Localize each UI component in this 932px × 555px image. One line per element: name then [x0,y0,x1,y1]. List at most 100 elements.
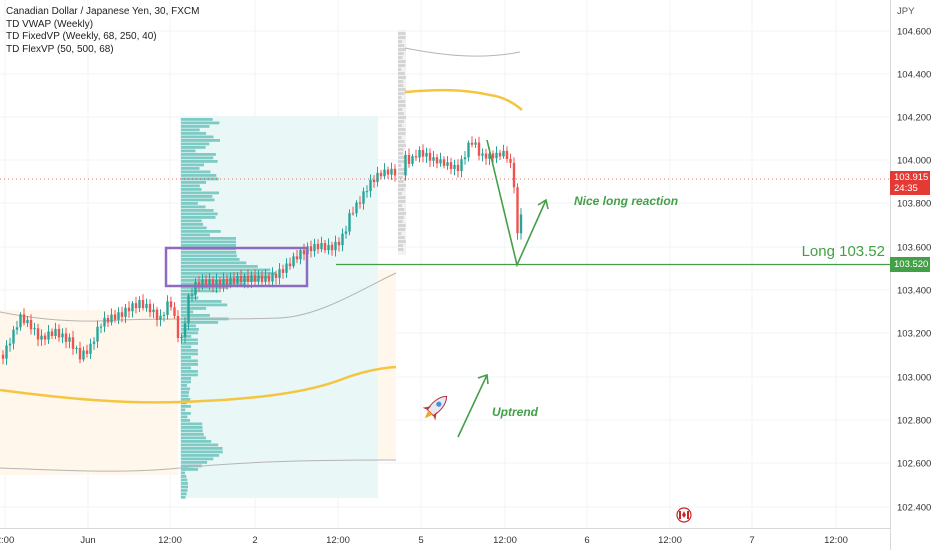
profile-bar-2 [398,52,404,55]
candle-body [68,337,71,342]
profile-bar-2 [398,248,404,251]
candle-body [110,314,113,323]
profile-bar [181,128,200,132]
profile-bar [181,272,276,275]
profile-bar [181,345,192,349]
profile-bar [181,237,236,240]
candle-body [29,319,33,330]
price-axis: 104.600 104.400 104.200 104.000 103.800 103.6… [897,27,931,514]
profile-bar-2 [398,120,405,123]
candle-body [113,314,117,320]
long-level-badge: 103.520 [890,257,930,272]
profile-bar [181,205,206,209]
candle-body [330,244,334,251]
symbol-title: Canadian Dollar / Japanese Yen, 30, FXCM [6,6,200,17]
vwap-lower-band [0,459,397,472]
candle-body [432,157,435,161]
reaction-label: Nice long reaction [574,194,678,208]
profile-bar [181,443,219,447]
profile-bar [181,422,203,426]
candle-body [57,328,61,338]
profile-bar [181,163,204,167]
price-tick-label: 102.800 [897,416,931,427]
profile-bar [181,174,217,177]
candle-body [425,152,428,157]
candle-body [78,348,82,360]
profile-bar [181,216,216,219]
profile-bar [181,153,216,156]
candle-body [351,213,355,215]
value-area-box [164,246,309,288]
profile-bar [181,373,198,377]
profile-bar-2 [398,40,403,43]
candle-body [316,243,320,250]
candle-body [302,250,306,255]
profile-bar [181,121,220,125]
profile-bar [181,170,211,174]
profile-bar [181,219,202,223]
candle-body [253,275,257,282]
profile-bar [181,139,220,142]
candle-body [295,256,299,260]
profile-bar [181,461,208,464]
candle-body [505,150,509,159]
profile-bar [181,468,198,471]
candle-body [8,343,12,346]
candle-body [498,152,502,157]
profile-bar [181,398,191,401]
profile-bar-2 [398,224,406,227]
profile-bar-2 [398,172,406,175]
profile-bar [181,286,229,289]
candle-body [5,345,8,359]
vwap-line [0,365,397,404]
profile-bar-2 [398,164,402,167]
profile-bar [181,261,247,265]
candle-body [421,150,425,157]
candle-body [386,169,390,175]
time-tick-label: 12:00 [158,535,182,546]
profile-bar [181,198,215,202]
candle-body [232,277,236,284]
profile-bar-2 [398,240,406,243]
candle-body [393,168,397,176]
profile-bar [181,314,210,317]
profile-bar-2 [398,84,404,87]
profile-bar-2 [398,192,402,195]
profile-bar [181,188,202,191]
candle-body [456,164,460,172]
candle-body [439,159,442,164]
profile-bar [181,118,213,121]
candle-body [33,328,36,330]
profile-bar [181,408,186,412]
candle-body [407,154,411,164]
vwap-upper-band [0,272,397,322]
profile-bar [181,394,189,398]
profile-bar [181,202,198,205]
profile-bar [181,426,203,429]
profile-bar-2 [398,208,405,211]
candle-body [187,295,190,324]
vwap-line-2 [404,88,523,111]
profile-bar [181,338,198,342]
candle-body [309,246,313,252]
candle-body [348,213,351,232]
profile-bar-2 [398,68,402,71]
indicator-fixedvp: TD FixedVP (Weekly, 68, 250, 40) [6,31,157,42]
candle-body [243,275,246,283]
profile-bar [181,265,258,268]
candle-body [215,279,218,287]
candle-body [358,202,362,204]
candle-body [96,326,99,342]
vwap-bands [0,47,523,472]
profile-bar [181,300,222,303]
profile-bar-2 [398,156,406,159]
profile-bar [181,457,214,461]
profile-bar [181,149,196,153]
profile-bar-2 [398,216,404,219]
candle-body [250,275,253,282]
canada-flag-icon [676,507,692,523]
candle-body [12,329,15,344]
candle-body [148,303,152,313]
